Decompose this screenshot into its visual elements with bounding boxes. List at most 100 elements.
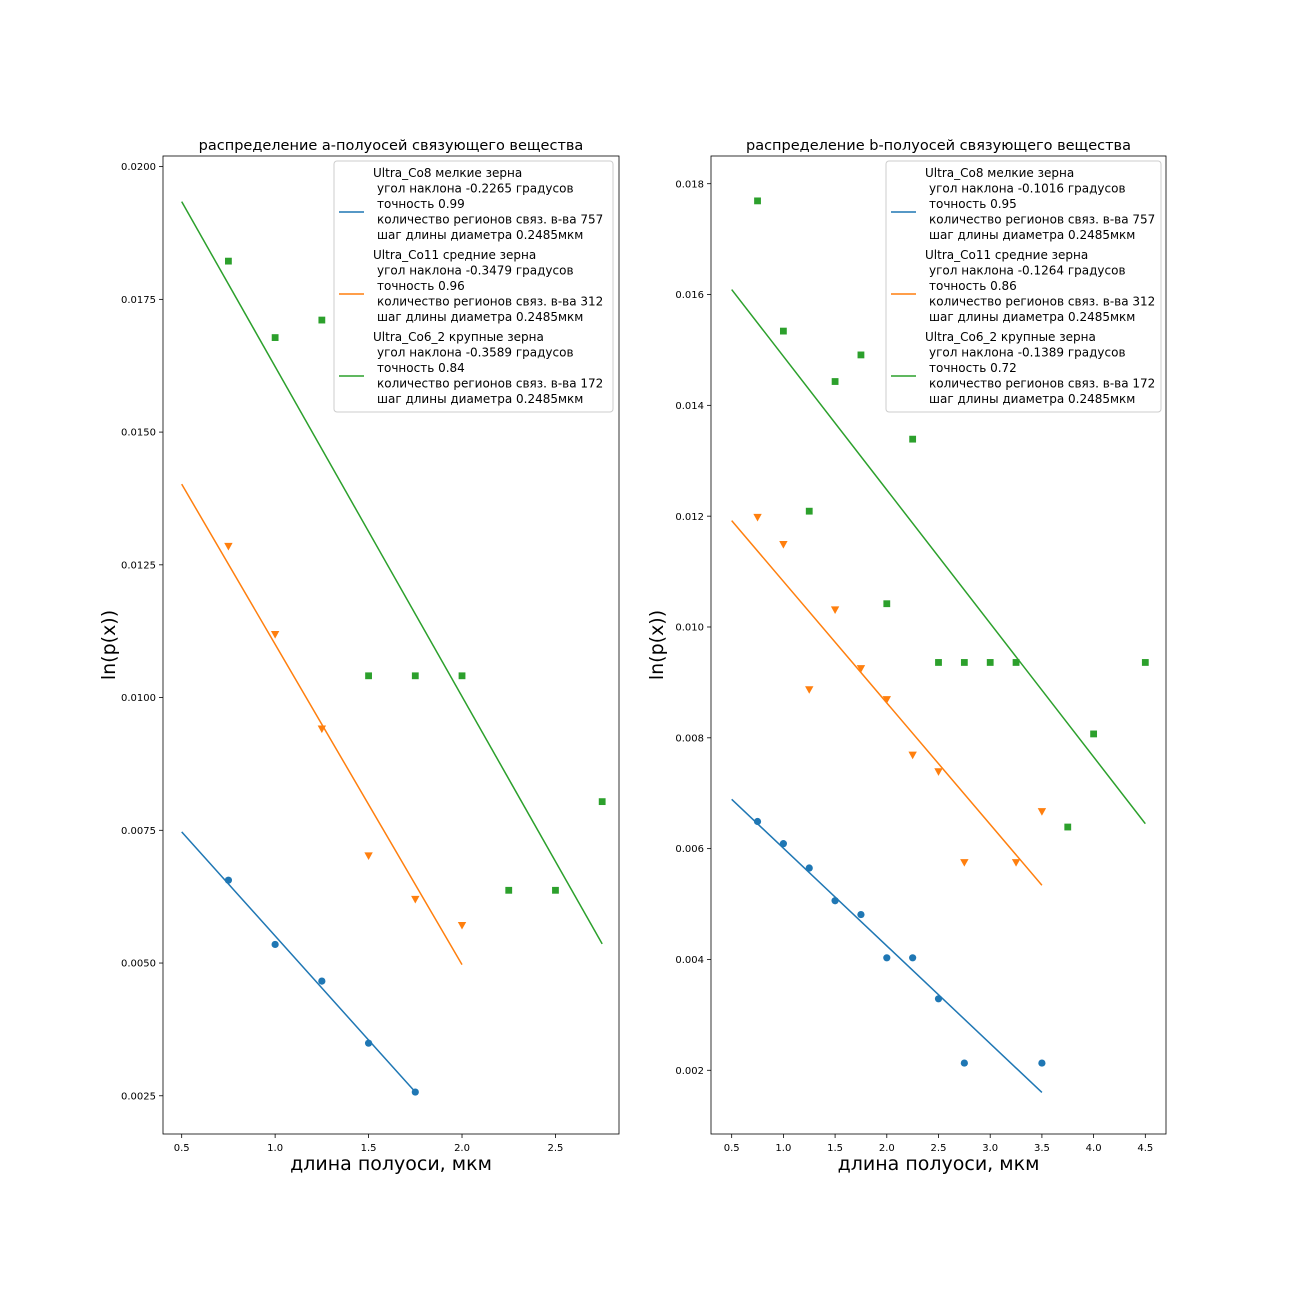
x-axis-label: длина полуоси, мкм xyxy=(290,1153,492,1175)
legend-series-name: Ultra_Co11 средние зерна xyxy=(373,248,536,262)
data-point xyxy=(365,672,372,680)
legend-detail-line: угол наклона -0.1016 градусов xyxy=(929,182,1126,196)
data-point xyxy=(411,672,419,680)
x-tick-label: 3.5 xyxy=(1034,1143,1050,1154)
data-point xyxy=(318,977,326,985)
y-tick-label: 0.002 xyxy=(675,1066,704,1077)
legend-detail-line: точность 0.95 xyxy=(929,197,1017,211)
data-point xyxy=(857,910,865,919)
y-axis-label: ln(p(x)) xyxy=(98,610,120,680)
legend-box xyxy=(333,160,614,413)
data-point xyxy=(805,864,813,872)
data-point xyxy=(1012,659,1020,666)
legend-entry-1: Ultra_Co8 мелкие зерна угол наклона -0.22… xyxy=(339,166,603,242)
plot-frame xyxy=(162,155,620,1135)
data-point xyxy=(458,672,466,680)
data-point xyxy=(271,334,279,341)
legend-detail-line: количество регионов связ. в-ва 757 xyxy=(377,213,603,227)
chart-title: распределение a-полуосей связующего веще… xyxy=(199,138,584,154)
data-point xyxy=(883,954,891,962)
legend-detail-line: шаг длины диаметра 0.2485мкм xyxy=(377,310,583,324)
data-point xyxy=(856,665,866,673)
data-point xyxy=(779,541,788,549)
plot-frame xyxy=(710,155,1167,1135)
data-point xyxy=(753,817,762,826)
fit-line xyxy=(181,831,416,1093)
data-point xyxy=(830,606,840,615)
legend-detail-line: точность 0.86 xyxy=(929,279,1017,293)
y-tick-label: 0.016 xyxy=(675,290,704,301)
data-point xyxy=(805,686,814,694)
y-tick-label: 0.0025 xyxy=(121,1091,156,1102)
legend-entry-2: Ultra_Co11 средние зерна угол наклона -0.… xyxy=(891,248,1155,324)
data-point xyxy=(224,876,233,884)
x-tick-label: 4.5 xyxy=(1137,1143,1153,1154)
series-3 xyxy=(731,197,1149,831)
chart-title: распределение b-полуосей связующего веще… xyxy=(746,138,1131,154)
series-2 xyxy=(181,483,467,966)
data-point xyxy=(271,940,279,949)
legend-series-name: Ultra_Co8 мелкие зерна xyxy=(925,166,1074,180)
legend-entry-1: Ultra_Co8 мелкие зерна угол наклона -0.10… xyxy=(891,166,1155,242)
legend-detail-line: угол наклона -0.1389 градусов xyxy=(929,346,1126,360)
data-point xyxy=(934,768,943,776)
legend-box xyxy=(885,160,1162,413)
data-point xyxy=(270,630,280,639)
legend-detail-line: угол наклона -0.1264 градусов xyxy=(929,264,1126,278)
data-point xyxy=(935,659,942,666)
data-point xyxy=(1037,808,1047,816)
legend-detail-line: шаг длины диаметра 0.2485мкм xyxy=(929,228,1135,242)
data-point xyxy=(934,995,943,1003)
data-point xyxy=(1038,1059,1046,1067)
data-point xyxy=(224,542,233,551)
legend-detail-line: точность 0.99 xyxy=(377,197,465,211)
data-point xyxy=(909,954,917,962)
data-point xyxy=(831,897,839,905)
y-tick-label: 0.0050 xyxy=(121,959,156,970)
series-3 xyxy=(181,201,606,945)
y-tick-label: 0.0175 xyxy=(121,295,156,306)
y-tick-label: 0.004 xyxy=(675,955,704,966)
x-tick-label: 2.5 xyxy=(548,1143,564,1154)
y-tick-label: 0.014 xyxy=(675,401,704,412)
y-tick-label: 0.010 xyxy=(675,623,704,634)
legend-detail-line: угол наклона -0.2265 градусов xyxy=(377,182,574,196)
legend-detail-line: количество регионов связ. в-ва 757 xyxy=(929,213,1155,227)
legend-entry-3: Ultra_Co6_2 крупные зерна угол наклона -0… xyxy=(339,330,603,406)
legend-detail-line: точность 0.96 xyxy=(377,279,465,293)
y-tick-label: 0.012 xyxy=(675,512,704,523)
chart-panel-1: распределение a-полуосей связующего веще… xyxy=(98,138,620,1175)
data-point xyxy=(1064,823,1072,831)
x-tick-label: 1.5 xyxy=(827,1143,843,1154)
y-tick-label: 0.0150 xyxy=(121,428,156,439)
legend-series-name: Ultra_Co11 средние зерна xyxy=(925,248,1088,262)
data-point xyxy=(364,852,373,860)
y-tick-label: 0.006 xyxy=(675,844,704,855)
x-tick-label: 0.5 xyxy=(724,1143,740,1154)
x-tick-label: 1.0 xyxy=(267,1143,283,1154)
x-tick-label: 2.0 xyxy=(454,1143,470,1154)
data-point xyxy=(411,895,420,904)
legend-series-name: Ultra_Co6_2 крупные зерна xyxy=(373,330,544,344)
series-1 xyxy=(731,798,1046,1093)
legend-detail-line: шаг длины диаметра 0.2485мкм xyxy=(929,392,1135,406)
data-point xyxy=(960,659,968,666)
legend: Ultra_Co8 мелкие зерна угол наклона -0.22… xyxy=(333,160,614,413)
data-point xyxy=(779,327,787,335)
data-point xyxy=(225,257,232,265)
legend-detail-line: количество регионов связ. в-ва 172 xyxy=(929,377,1155,391)
data-point xyxy=(805,507,813,515)
x-tick-label: 1.0 xyxy=(775,1143,791,1154)
series-1 xyxy=(181,831,419,1096)
y-tick-label: 0.0100 xyxy=(121,693,156,704)
x-tick-label: 2.5 xyxy=(931,1143,947,1154)
x-tick-label: 3.0 xyxy=(982,1143,998,1154)
data-point xyxy=(598,798,606,806)
legend: Ultra_Co8 мелкие зерна угол наклона -0.10… xyxy=(885,160,1162,413)
data-point xyxy=(317,725,327,734)
fit-line xyxy=(731,289,1146,825)
data-point xyxy=(882,696,891,704)
data-point xyxy=(831,378,839,385)
data-point xyxy=(753,513,762,522)
